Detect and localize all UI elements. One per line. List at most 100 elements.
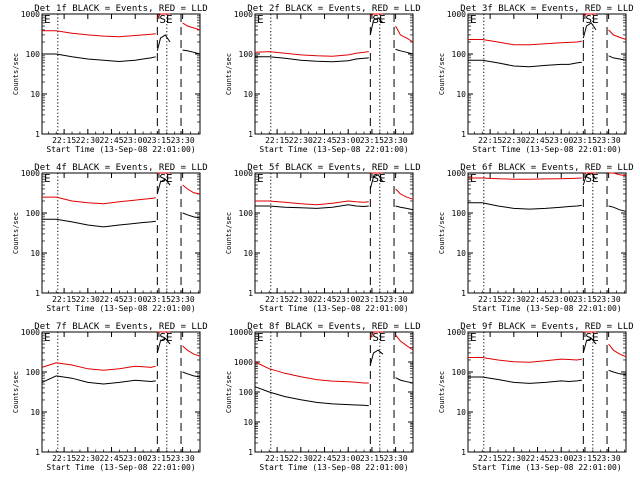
y-tick-label: 100	[26, 50, 41, 59]
x-tick-label: 23:15	[147, 454, 171, 463]
series-line-events	[369, 17, 384, 36]
x-tick-label: 23:30	[384, 136, 408, 145]
plot-frame	[467, 13, 627, 135]
x-tick-label: 23:15	[573, 136, 597, 145]
x-tick-label: 23:30	[171, 454, 195, 463]
series-line-events	[582, 22, 597, 39]
y-axis-label: Counts/sec	[438, 212, 446, 254]
series-line-lld	[42, 196, 156, 205]
y-axis-label: Counts/sec	[438, 53, 446, 95]
y-axis-label: Counts/sec	[438, 371, 446, 413]
series-line-events	[42, 218, 156, 228]
x-tick-label: 22:45	[99, 136, 123, 145]
x-tick-label: 22:45	[525, 136, 549, 145]
x-tick-label: 22:15	[478, 295, 502, 304]
eclipse-marker-se: SE	[585, 172, 598, 185]
y-axis-label: Counts/sec	[225, 53, 233, 95]
series-line-events	[182, 49, 201, 55]
y-axis-label: Counts/sec	[12, 212, 20, 254]
series-line-lld	[369, 331, 383, 339]
y-axis-label: Counts/sec	[12, 371, 20, 413]
x-tick-label: 23:00	[123, 295, 147, 304]
eclipse-marker-se: SE	[372, 172, 385, 185]
series-line-lld	[468, 39, 582, 46]
series-line-lld	[395, 188, 414, 200]
series-line-events	[156, 178, 171, 195]
x-tick-label: 23:30	[384, 454, 408, 463]
plot-frame	[254, 172, 414, 294]
det-panel-2: Det 2f BLACK = Events, RED = LLD 1 10 100 10…	[225, 4, 421, 154]
plot-frame	[254, 13, 414, 135]
det-panel-9: Det 9f BLACK = Events, RED = LLD 1 10 100 10…	[438, 322, 634, 472]
series-line-events	[369, 349, 384, 366]
x-tick-label: 22:15	[265, 454, 289, 463]
series-line-lld	[156, 13, 170, 19]
series-line-lld	[182, 22, 201, 31]
eclipse-marker-e: E	[470, 331, 477, 344]
x-tick-label: 22:15	[52, 295, 76, 304]
det-panel-3: Det 3f BLACK = Events, RED = LLD 1 10 100 10…	[438, 4, 634, 154]
y-tick-label: 10	[456, 249, 466, 258]
x-tick-label: 23:00	[336, 136, 360, 145]
series-line-events	[42, 53, 156, 63]
x-tick-label: 23:00	[336, 295, 360, 304]
x-tick-label: 23:00	[549, 454, 573, 463]
x-axis-label: Start Time (13-Sep-08 22:01:00)	[46, 145, 195, 154]
x-tick-label: 23:00	[549, 295, 573, 304]
series-line-events	[156, 337, 171, 354]
y-tick-label: 10	[243, 418, 253, 427]
series-line-lld	[41, 362, 156, 371]
y-tick-label: 10	[30, 408, 40, 417]
x-tick-label: 22:30	[502, 295, 526, 304]
series-line-lld	[42, 30, 156, 38]
det-panel-6: Det 6f BLACK = Events, RED = LLD 1 10 100 10…	[438, 163, 634, 313]
series-line-lld	[370, 13, 383, 17]
plot-frame	[41, 13, 201, 135]
y-tick-label: 1000	[21, 169, 40, 178]
series-line-events	[582, 172, 597, 186]
series-line-lld	[468, 357, 582, 363]
plot-frame	[41, 172, 201, 294]
series-line-lld	[608, 29, 627, 40]
series-line-events	[369, 174, 384, 190]
y-tick-label: 1000	[447, 328, 466, 337]
y-tick-label: 10000	[229, 328, 253, 337]
y-tick-label: 100	[452, 50, 467, 59]
y-tick-label: 1	[248, 130, 253, 139]
x-tick-label: 22:30	[289, 295, 313, 304]
panel-title: Det 6f BLACK = Events, RED = LLD	[460, 163, 633, 173]
eclipse-marker-se: SE	[585, 331, 598, 344]
x-tick-label: 22:30	[289, 136, 313, 145]
y-tick-label: 1000	[21, 10, 40, 19]
series-line-events	[608, 369, 627, 376]
series-line-events	[608, 205, 627, 212]
x-tick-label: 22:15	[478, 454, 502, 463]
x-tick-label: 23:00	[336, 454, 360, 463]
series-line-lld	[254, 51, 369, 57]
y-tick-label: 1	[248, 448, 253, 457]
y-tick-label: 100	[26, 209, 41, 218]
x-axis-label: Start Time (13-Sep-08 22:01:00)	[472, 145, 621, 154]
x-tick-label: 23:15	[360, 295, 384, 304]
y-tick-label: 1	[461, 289, 466, 298]
series-line-events	[255, 204, 369, 209]
plot-frame	[41, 331, 201, 453]
x-tick-label: 23:15	[147, 295, 171, 304]
det-panel-8: Det 8f BLACK = Events, RED = LLD 1 10 100 10…	[225, 322, 421, 472]
x-tick-label: 23:15	[360, 454, 384, 463]
y-tick-label: 1	[461, 130, 466, 139]
y-tick-label: 100	[26, 368, 41, 377]
y-tick-label: 10	[30, 90, 40, 99]
series-line-lld	[608, 172, 627, 177]
x-tick-label: 22:30	[289, 454, 313, 463]
x-tick-label: 23:30	[597, 454, 621, 463]
series-line-lld	[583, 13, 596, 17]
y-tick-label: 100	[239, 209, 254, 218]
y-tick-label: 1000	[234, 169, 253, 178]
y-axis-label: Counts/sec	[225, 371, 233, 413]
x-tick-label: 22:30	[502, 136, 526, 145]
eclipse-marker-se: SE	[159, 331, 172, 344]
series-line-lld	[254, 361, 369, 384]
x-tick-label: 23:30	[171, 136, 195, 145]
